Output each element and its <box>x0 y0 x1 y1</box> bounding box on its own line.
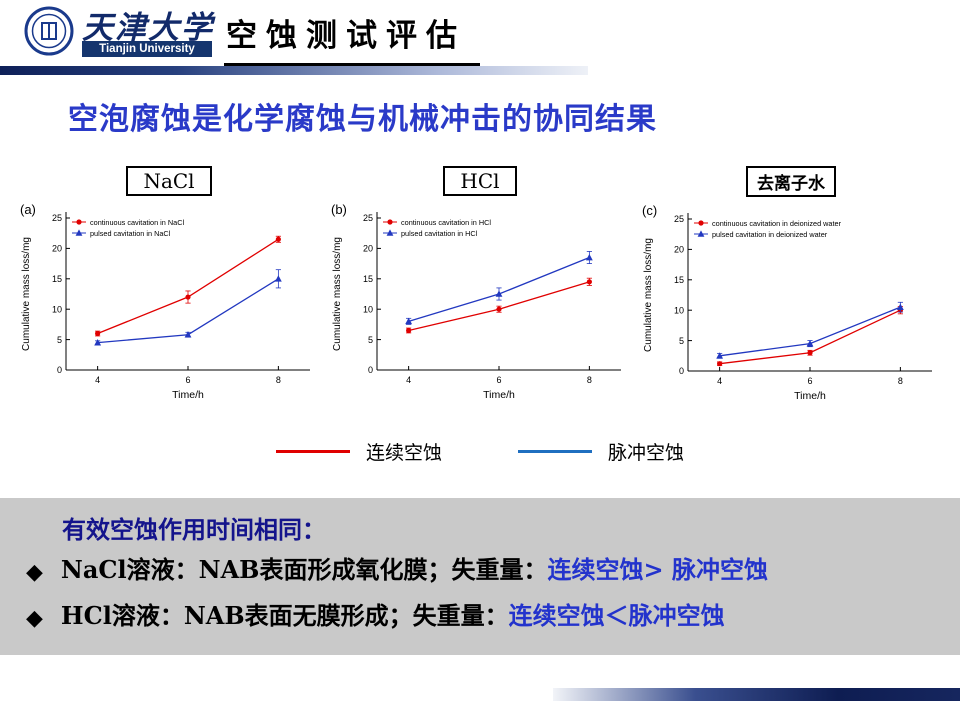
chart-legend: 连续空蚀 脉冲空蚀 <box>0 438 960 465</box>
svg-text:pulsed cavitation in NaCl: pulsed cavitation in NaCl <box>90 229 171 238</box>
svg-text:0: 0 <box>679 366 684 376</box>
svg-text:0: 0 <box>57 365 62 375</box>
bullet-text-blue: 连续空蚀＜脉冲空蚀 <box>508 601 725 630</box>
svg-text:Cumulative mass loss/mg: Cumulative mass loss/mg <box>21 237 32 351</box>
svg-text:4: 4 <box>717 376 722 386</box>
svg-text:Time/h: Time/h <box>794 390 826 402</box>
chart-panel-deionized-water: 去离子水 (c) 0 5 10 15 20 25 4 6 8 Time/h Cumulative ma… <box>640 166 942 417</box>
svg-text:5: 5 <box>368 335 373 345</box>
svg-text:6: 6 <box>185 375 190 385</box>
chart-solution-label-deionized-water: 去离子水 <box>746 166 836 197</box>
chart-solution-label-nacl: NaCl <box>126 166 212 196</box>
pulsed-line-swatch <box>518 450 592 453</box>
svg-text:10: 10 <box>52 304 62 314</box>
svg-text:Time/h: Time/h <box>172 389 204 401</box>
bullet-text-black: HCl溶液：NAB表面无膜形成；失重量： <box>60 601 509 630</box>
svg-text:Cumulative mass loss/mg: Cumulative mass loss/mg <box>332 237 343 351</box>
summary-bullet-hcl: ◆ HCl溶液：NAB表面无膜形成；失重量： 连续空蚀＜脉冲空蚀 <box>26 596 725 631</box>
summary-bullet-nacl: ◆ NaCl溶液：NAB表面形成氧化膜；失重量： 连续空蚀> 脉冲空蚀 <box>26 550 768 585</box>
logo-cn-text: 天津大学 <box>82 10 214 46</box>
legend-label-pulsed: 脉冲空蚀 <box>608 442 685 464</box>
chart-panel-hcl: HCl (b) 0 5 10 15 20 25 4 6 8 Time/h Cumulative mas… <box>329 166 631 417</box>
continuous-line-swatch <box>275 450 350 453</box>
bullet-text-blue: 连续空蚀> 脉冲空蚀 <box>547 555 768 584</box>
svg-text:pulsed cavitation in HCl: pulsed cavitation in HCl <box>401 229 478 238</box>
chart-solution-label-hcl: HCl <box>443 166 517 196</box>
svg-text:10: 10 <box>674 305 684 315</box>
svg-text:25: 25 <box>363 213 373 223</box>
svg-text:pulsed cavitation in deionize: pulsed cavitation in deionized water <box>712 230 828 239</box>
svg-text:(a): (a) <box>20 202 36 217</box>
svg-text:Time/h: Time/h <box>483 389 515 401</box>
top-gradient-bar <box>0 66 588 75</box>
diamond-bullet-icon: ◆ <box>26 559 43 584</box>
svg-text:25: 25 <box>674 214 684 224</box>
svg-text:continuous cavitation in NaCl: continuous cavitation in NaCl <box>90 218 184 227</box>
diamond-bullet-icon: ◆ <box>26 605 43 630</box>
svg-text:5: 5 <box>679 336 684 346</box>
chart-nacl: (a) 0 5 10 15 20 25 4 6 8 Time/h Cumulative mass lo… <box>20 202 310 401</box>
svg-text:(c): (c) <box>642 203 657 218</box>
slide-heading: 空泡腐蚀是化学腐蚀与机械冲击的协同结果 <box>68 102 657 137</box>
legend-item-continuous: 连续空蚀 <box>275 438 442 465</box>
svg-text:25: 25 <box>52 213 62 223</box>
chart-hcl: (b) 0 5 10 15 20 25 4 6 8 Time/h Cumulative mass lo… <box>331 202 621 401</box>
logo-en-banner: Tianjin University <box>82 41 212 57</box>
legend-item-pulsed: 脉冲空蚀 <box>518 438 684 465</box>
bullet-text-black: NaCl溶液：NAB表面形成氧化膜；失重量： <box>60 555 548 584</box>
svg-text:6: 6 <box>496 375 501 385</box>
university-emblem-icon <box>24 6 74 56</box>
svg-text:20: 20 <box>363 244 373 254</box>
bottom-gradient-bar <box>553 688 960 701</box>
svg-text:15: 15 <box>363 274 373 284</box>
svg-text:10: 10 <box>363 304 373 314</box>
legend-label-continuous: 连续空蚀 <box>365 442 442 464</box>
svg-text:15: 15 <box>674 275 684 285</box>
chart-deionized-water: (c) 0 5 10 15 20 25 4 6 8 Time/h Cumulative mass lo… <box>642 203 932 402</box>
svg-text:4: 4 <box>95 375 100 385</box>
page-title: 空蚀测试评估 <box>224 10 480 66</box>
svg-text:(b): (b) <box>331 202 347 217</box>
summary-panel: 有效空蚀作用时间相同： ◆ NaCl溶液：NAB表面形成氧化膜；失重量： 连续空… <box>0 498 960 655</box>
charts-row: NaCl (a) 0 5 10 15 20 25 4 6 8 Time/h Cumulative ma… <box>18 166 942 417</box>
svg-text:continuous cavitation in HCl: continuous cavitation in HCl <box>401 218 491 227</box>
svg-text:15: 15 <box>52 274 62 284</box>
svg-text:20: 20 <box>674 245 684 255</box>
svg-text:0: 0 <box>368 365 373 375</box>
chart-panel-nacl: NaCl (a) 0 5 10 15 20 25 4 6 8 Time/h Cumulative ma… <box>18 166 320 417</box>
svg-text:Cumulative mass loss/mg: Cumulative mass loss/mg <box>643 238 654 352</box>
svg-text:continuous cavitation in deion: continuous cavitation in deionized water <box>712 219 842 228</box>
svg-text:8: 8 <box>898 376 903 386</box>
svg-text:6: 6 <box>807 376 812 386</box>
svg-text:5: 5 <box>57 335 62 345</box>
summary-title: 有效空蚀作用时间相同： <box>62 517 326 544</box>
svg-text:20: 20 <box>52 244 62 254</box>
svg-text:8: 8 <box>587 375 592 385</box>
svg-text:8: 8 <box>276 375 281 385</box>
svg-text:4: 4 <box>406 375 411 385</box>
